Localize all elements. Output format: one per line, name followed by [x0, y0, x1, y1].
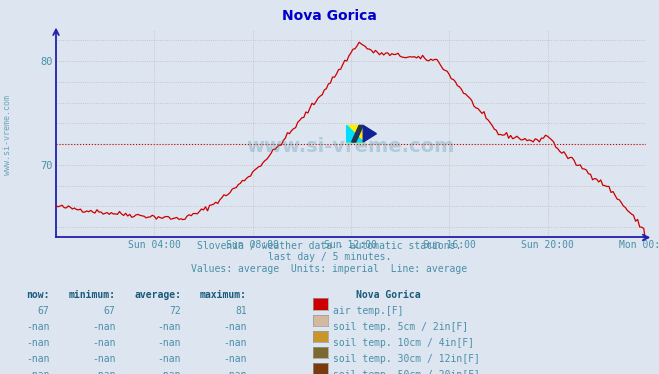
Text: -nan: -nan	[26, 370, 49, 374]
Text: -nan: -nan	[223, 354, 247, 364]
Text: 81: 81	[235, 306, 247, 316]
Text: soil temp. 5cm / 2in[F]: soil temp. 5cm / 2in[F]	[333, 322, 468, 332]
Text: air temp.[F]: air temp.[F]	[333, 306, 403, 316]
Text: www.si-vreme.com: www.si-vreme.com	[3, 95, 13, 175]
Text: minimum:: minimum:	[69, 290, 115, 300]
Polygon shape	[347, 125, 363, 142]
Text: -nan: -nan	[158, 370, 181, 374]
Text: www.si-vreme.com: www.si-vreme.com	[246, 137, 455, 156]
Text: -nan: -nan	[26, 354, 49, 364]
Text: maximum:: maximum:	[200, 290, 247, 300]
Text: Nova Gorica: Nova Gorica	[356, 290, 420, 300]
Text: average:: average:	[134, 290, 181, 300]
Text: soil temp. 50cm / 20in[F]: soil temp. 50cm / 20in[F]	[333, 370, 480, 374]
Text: Slovenia / weather data - automatic stations.: Slovenia / weather data - automatic stat…	[197, 241, 462, 251]
Polygon shape	[352, 125, 363, 142]
Text: -nan: -nan	[26, 338, 49, 348]
Text: Nova Gorica: Nova Gorica	[282, 9, 377, 23]
Polygon shape	[347, 125, 363, 142]
Text: -nan: -nan	[92, 370, 115, 374]
Text: -nan: -nan	[223, 322, 247, 332]
Text: -nan: -nan	[158, 322, 181, 332]
Text: 67: 67	[38, 306, 49, 316]
Text: -nan: -nan	[223, 370, 247, 374]
Text: -nan: -nan	[158, 354, 181, 364]
Text: soil temp. 30cm / 12in[F]: soil temp. 30cm / 12in[F]	[333, 354, 480, 364]
Text: -nan: -nan	[92, 322, 115, 332]
Text: last day / 5 minutes.: last day / 5 minutes.	[268, 252, 391, 263]
Text: soil temp. 10cm / 4in[F]: soil temp. 10cm / 4in[F]	[333, 338, 474, 348]
Text: -nan: -nan	[223, 338, 247, 348]
Text: Values: average  Units: imperial  Line: average: Values: average Units: imperial Line: av…	[191, 264, 468, 274]
Polygon shape	[363, 125, 376, 142]
Text: -nan: -nan	[158, 338, 181, 348]
Text: -nan: -nan	[92, 354, 115, 364]
Text: 67: 67	[103, 306, 115, 316]
Text: -nan: -nan	[26, 322, 49, 332]
Text: now:: now:	[26, 290, 49, 300]
Text: -nan: -nan	[92, 338, 115, 348]
Text: 72: 72	[169, 306, 181, 316]
